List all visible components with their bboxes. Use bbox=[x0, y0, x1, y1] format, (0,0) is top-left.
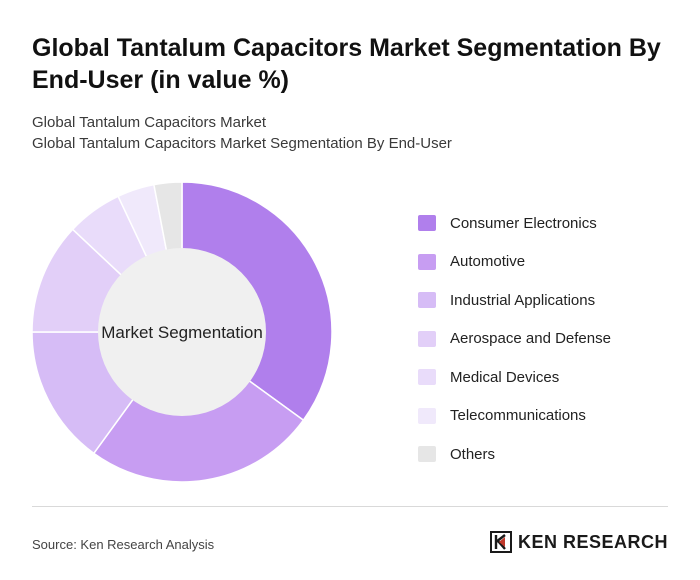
legend-label: Telecommunications bbox=[450, 407, 586, 425]
legend-swatch bbox=[418, 253, 436, 270]
brand-name: KEN RESEARCH bbox=[517, 531, 668, 552]
ken-research-logo-icon bbox=[489, 531, 512, 553]
legend-item-industrial-applications: Industrial Applications bbox=[418, 281, 611, 320]
donut-center-label: Market Segmentation bbox=[101, 323, 263, 342]
footer-divider bbox=[32, 506, 668, 507]
legend-label: Others bbox=[450, 445, 496, 463]
legend-item-others: Others bbox=[418, 435, 611, 474]
chart-subtitle-market: Global Tantalum Capacitors Market bbox=[32, 114, 266, 131]
legend-swatch bbox=[418, 215, 436, 232]
donut-chart: Market Segmentation bbox=[31, 181, 333, 483]
legend-label: Industrial Applications bbox=[450, 291, 596, 309]
legend-swatch bbox=[418, 292, 436, 309]
legend-swatch bbox=[418, 369, 436, 386]
legend-item-aerospace-and-defense: Aerospace and Defense bbox=[418, 320, 611, 359]
donut-center-hole bbox=[98, 248, 266, 416]
legend-item-telecommunications: Telecommunications bbox=[418, 397, 611, 436]
chart-legend: Consumer Electronics Automotive Industrial… bbox=[418, 204, 611, 474]
legend-item-medical-devices: Medical Devices bbox=[418, 358, 611, 397]
chart-title: Global Tantalum Capacitors Market Segmen… bbox=[32, 34, 661, 94]
source-note: Source: Ken Research Analysis bbox=[32, 537, 215, 552]
chart-subtitle-segmentation: Global Tantalum Capacitors Market Segmen… bbox=[32, 135, 452, 152]
legend-label: Automotive bbox=[450, 253, 526, 271]
legend-swatch bbox=[418, 446, 436, 463]
legend-item-automotive: Automotive bbox=[418, 243, 611, 282]
legend-label: Medical Devices bbox=[450, 368, 560, 386]
legend-label: Aerospace and Defense bbox=[450, 330, 611, 348]
legend-swatch bbox=[418, 407, 436, 424]
legend-swatch bbox=[418, 330, 436, 347]
legend-item-consumer-electronics: Consumer Electronics bbox=[418, 204, 611, 243]
legend-label: Consumer Electronics bbox=[450, 214, 597, 232]
ken-research-logo: KEN RESEARCH bbox=[489, 531, 668, 553]
